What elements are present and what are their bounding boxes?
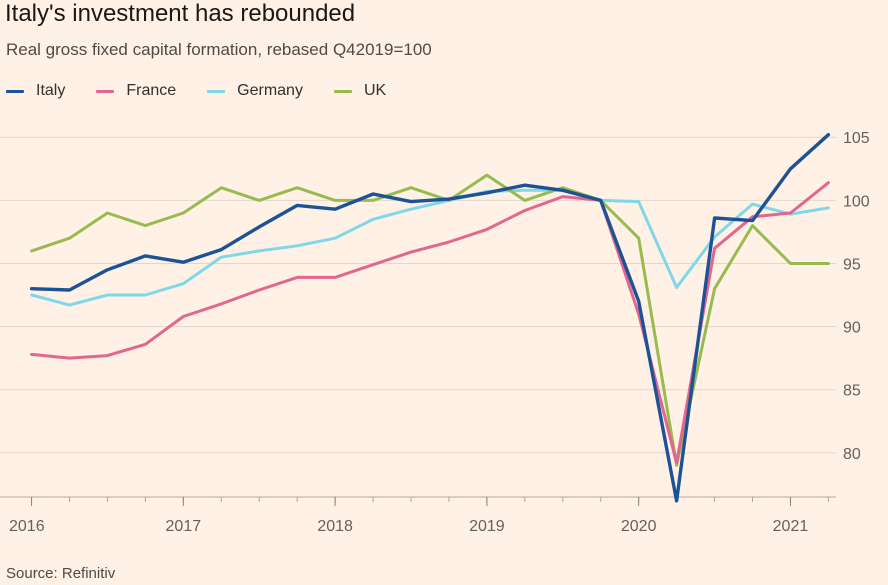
y-tick-label-105: 105 <box>843 130 870 147</box>
x-tick-label-2021: 2021 <box>773 518 809 535</box>
x-tick-label-2020: 2020 <box>621 518 657 535</box>
y-tick-label-95: 95 <box>843 256 861 273</box>
x-tick-label-2016: 2016 <box>9 518 45 535</box>
x-tick-label-2019: 2019 <box>469 518 505 535</box>
legend-item-italy[interactable]: Italy <box>6 82 65 100</box>
legend-swatch-italy <box>6 89 24 93</box>
y-tick-label-85: 85 <box>843 383 861 400</box>
y-tick-label-90: 90 <box>843 320 861 337</box>
legend-swatch-germany <box>207 89 226 93</box>
legend-swatch-france <box>96 89 115 93</box>
source-note: Source: Refinitiv <box>6 565 116 582</box>
x-tick-label-2017: 2017 <box>166 518 202 535</box>
y-tick-label-80: 80 <box>843 446 861 463</box>
series-line-uk <box>30 173 830 467</box>
legend-label-uk: UK <box>363 82 387 99</box>
chart-title: Italy's investment has rebounded <box>5 0 356 27</box>
series-line-italy <box>29 132 831 503</box>
x-tick-label-2018: 2018 <box>317 518 353 535</box>
chart-subtitle: Real gross fixed capital formation, reba… <box>6 40 432 59</box>
legend-item-germany[interactable]: Germany <box>207 82 303 100</box>
legend-item-france[interactable]: France <box>96 82 176 100</box>
legend-label-germany: Germany <box>237 82 303 99</box>
y-tick-label-100: 100 <box>843 193 870 210</box>
series-line-germany <box>30 188 830 307</box>
legend-label-france: France <box>126 82 177 99</box>
legend: Italy France Germany UK <box>6 80 417 102</box>
legend-swatch-uk <box>333 89 352 93</box>
legend-label-italy: Italy <box>36 82 66 99</box>
legend-item-uk[interactable]: UK <box>333 82 387 100</box>
